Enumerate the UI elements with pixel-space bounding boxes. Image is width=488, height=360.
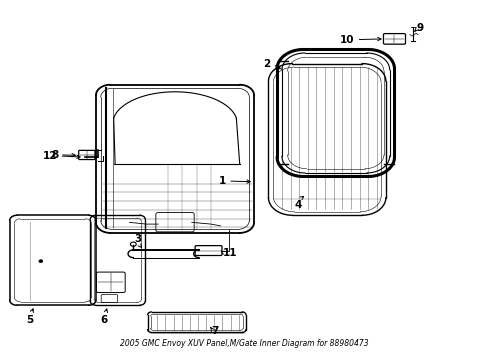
Text: 11: 11 xyxy=(223,248,237,258)
FancyBboxPatch shape xyxy=(195,246,222,256)
Text: 3: 3 xyxy=(134,234,142,244)
Text: 10: 10 xyxy=(340,35,354,45)
FancyBboxPatch shape xyxy=(79,150,95,159)
Text: 9: 9 xyxy=(415,23,422,33)
Text: 6: 6 xyxy=(100,315,107,325)
Text: 8: 8 xyxy=(51,150,59,160)
FancyBboxPatch shape xyxy=(96,272,125,293)
Text: 7: 7 xyxy=(210,326,218,336)
Text: 5: 5 xyxy=(26,315,33,325)
Circle shape xyxy=(130,242,136,246)
Text: 1: 1 xyxy=(219,176,226,186)
Text: 12: 12 xyxy=(43,151,58,161)
Circle shape xyxy=(39,260,42,262)
FancyBboxPatch shape xyxy=(101,294,117,302)
Text: 2: 2 xyxy=(263,59,270,68)
Text: 4: 4 xyxy=(294,200,302,210)
FancyBboxPatch shape xyxy=(156,212,194,232)
FancyBboxPatch shape xyxy=(383,33,405,44)
Text: 2005 GMC Envoy XUV Panel,M/Gate Inner Diagram for 88980473: 2005 GMC Envoy XUV Panel,M/Gate Inner Di… xyxy=(120,338,368,348)
